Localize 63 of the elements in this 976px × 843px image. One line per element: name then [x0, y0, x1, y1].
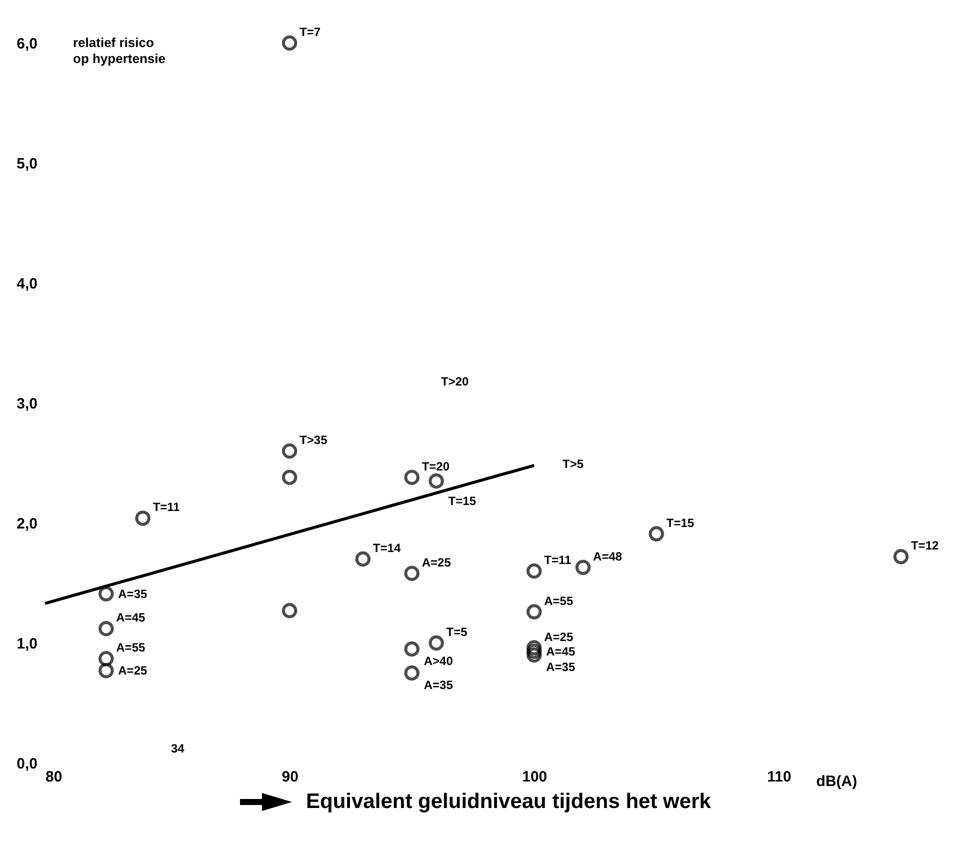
y-tick-label: 5,0 — [16, 156, 38, 172]
point — [355, 551, 371, 567]
point — [428, 635, 444, 651]
point — [98, 586, 114, 602]
y-tick-label: 2,0 — [16, 516, 38, 532]
annotation: T=11 — [152, 500, 180, 514]
point — [98, 650, 114, 666]
point — [98, 662, 114, 678]
point — [575, 560, 591, 576]
annotation: T>20 — [441, 374, 470, 388]
annotation: A=55 — [116, 640, 146, 655]
annotation: T>35 — [300, 433, 328, 447]
y-tick-label: 6,0 — [16, 36, 38, 52]
y-axis-title: relatief risico op hypertensie — [73, 35, 166, 66]
y-tick-label: 4,0 — [16, 276, 38, 292]
annotation: T=11 — [544, 553, 572, 567]
point — [282, 470, 298, 486]
point — [893, 548, 909, 564]
x-tick-label: 110 — [767, 768, 792, 786]
point — [98, 620, 114, 636]
annotation: A>40 — [424, 654, 454, 668]
annotation: T=5 — [446, 625, 468, 639]
y-tick-label: 3,0 — [16, 396, 38, 412]
y-tick-label: 1,0 — [16, 636, 38, 652]
y-tick-label: 0,0 — [16, 756, 38, 772]
point — [404, 566, 420, 582]
annotation: A=25 — [544, 630, 574, 644]
annotation: A=48 — [593, 549, 622, 564]
point — [648, 526, 664, 542]
annotation: 34 — [171, 742, 185, 756]
annotation: T>5 — [562, 457, 584, 472]
point — [404, 470, 420, 486]
point — [404, 665, 420, 681]
point — [526, 563, 542, 579]
point — [428, 473, 444, 489]
annotation: A=25 — [422, 555, 452, 570]
annotation: T=12 — [910, 538, 939, 553]
x-axis-title: Equivalent geluidniveau tijdens het werk — [306, 790, 711, 814]
point — [282, 443, 298, 459]
annotation: T=14 — [372, 541, 401, 555]
point — [526, 647, 542, 663]
annotation: T=15 — [666, 516, 694, 530]
point — [526, 640, 542, 656]
annotation: T=15 — [448, 494, 476, 508]
text: dB(A) — [816, 773, 858, 790]
x-tick-label: 90 — [282, 768, 298, 786]
annotation: A=35 — [424, 678, 454, 692]
annotation: T=7 — [300, 25, 321, 39]
x-tick-label: 80 — [46, 768, 62, 786]
annotation: A=55 — [544, 594, 574, 608]
annotation: A=25 — [118, 664, 148, 678]
annotation: A=35 — [118, 586, 148, 601]
point — [282, 35, 298, 51]
point — [526, 604, 542, 620]
annotation: A=45 — [116, 610, 146, 625]
point — [282, 602, 298, 618]
annotation: A=35 — [546, 660, 576, 674]
annotation: T=20 — [422, 459, 450, 474]
annotation: A=45 — [546, 644, 576, 658]
point — [526, 644, 542, 660]
point — [404, 641, 420, 657]
x-tick-label: 100 — [522, 768, 548, 786]
point — [135, 510, 150, 526]
